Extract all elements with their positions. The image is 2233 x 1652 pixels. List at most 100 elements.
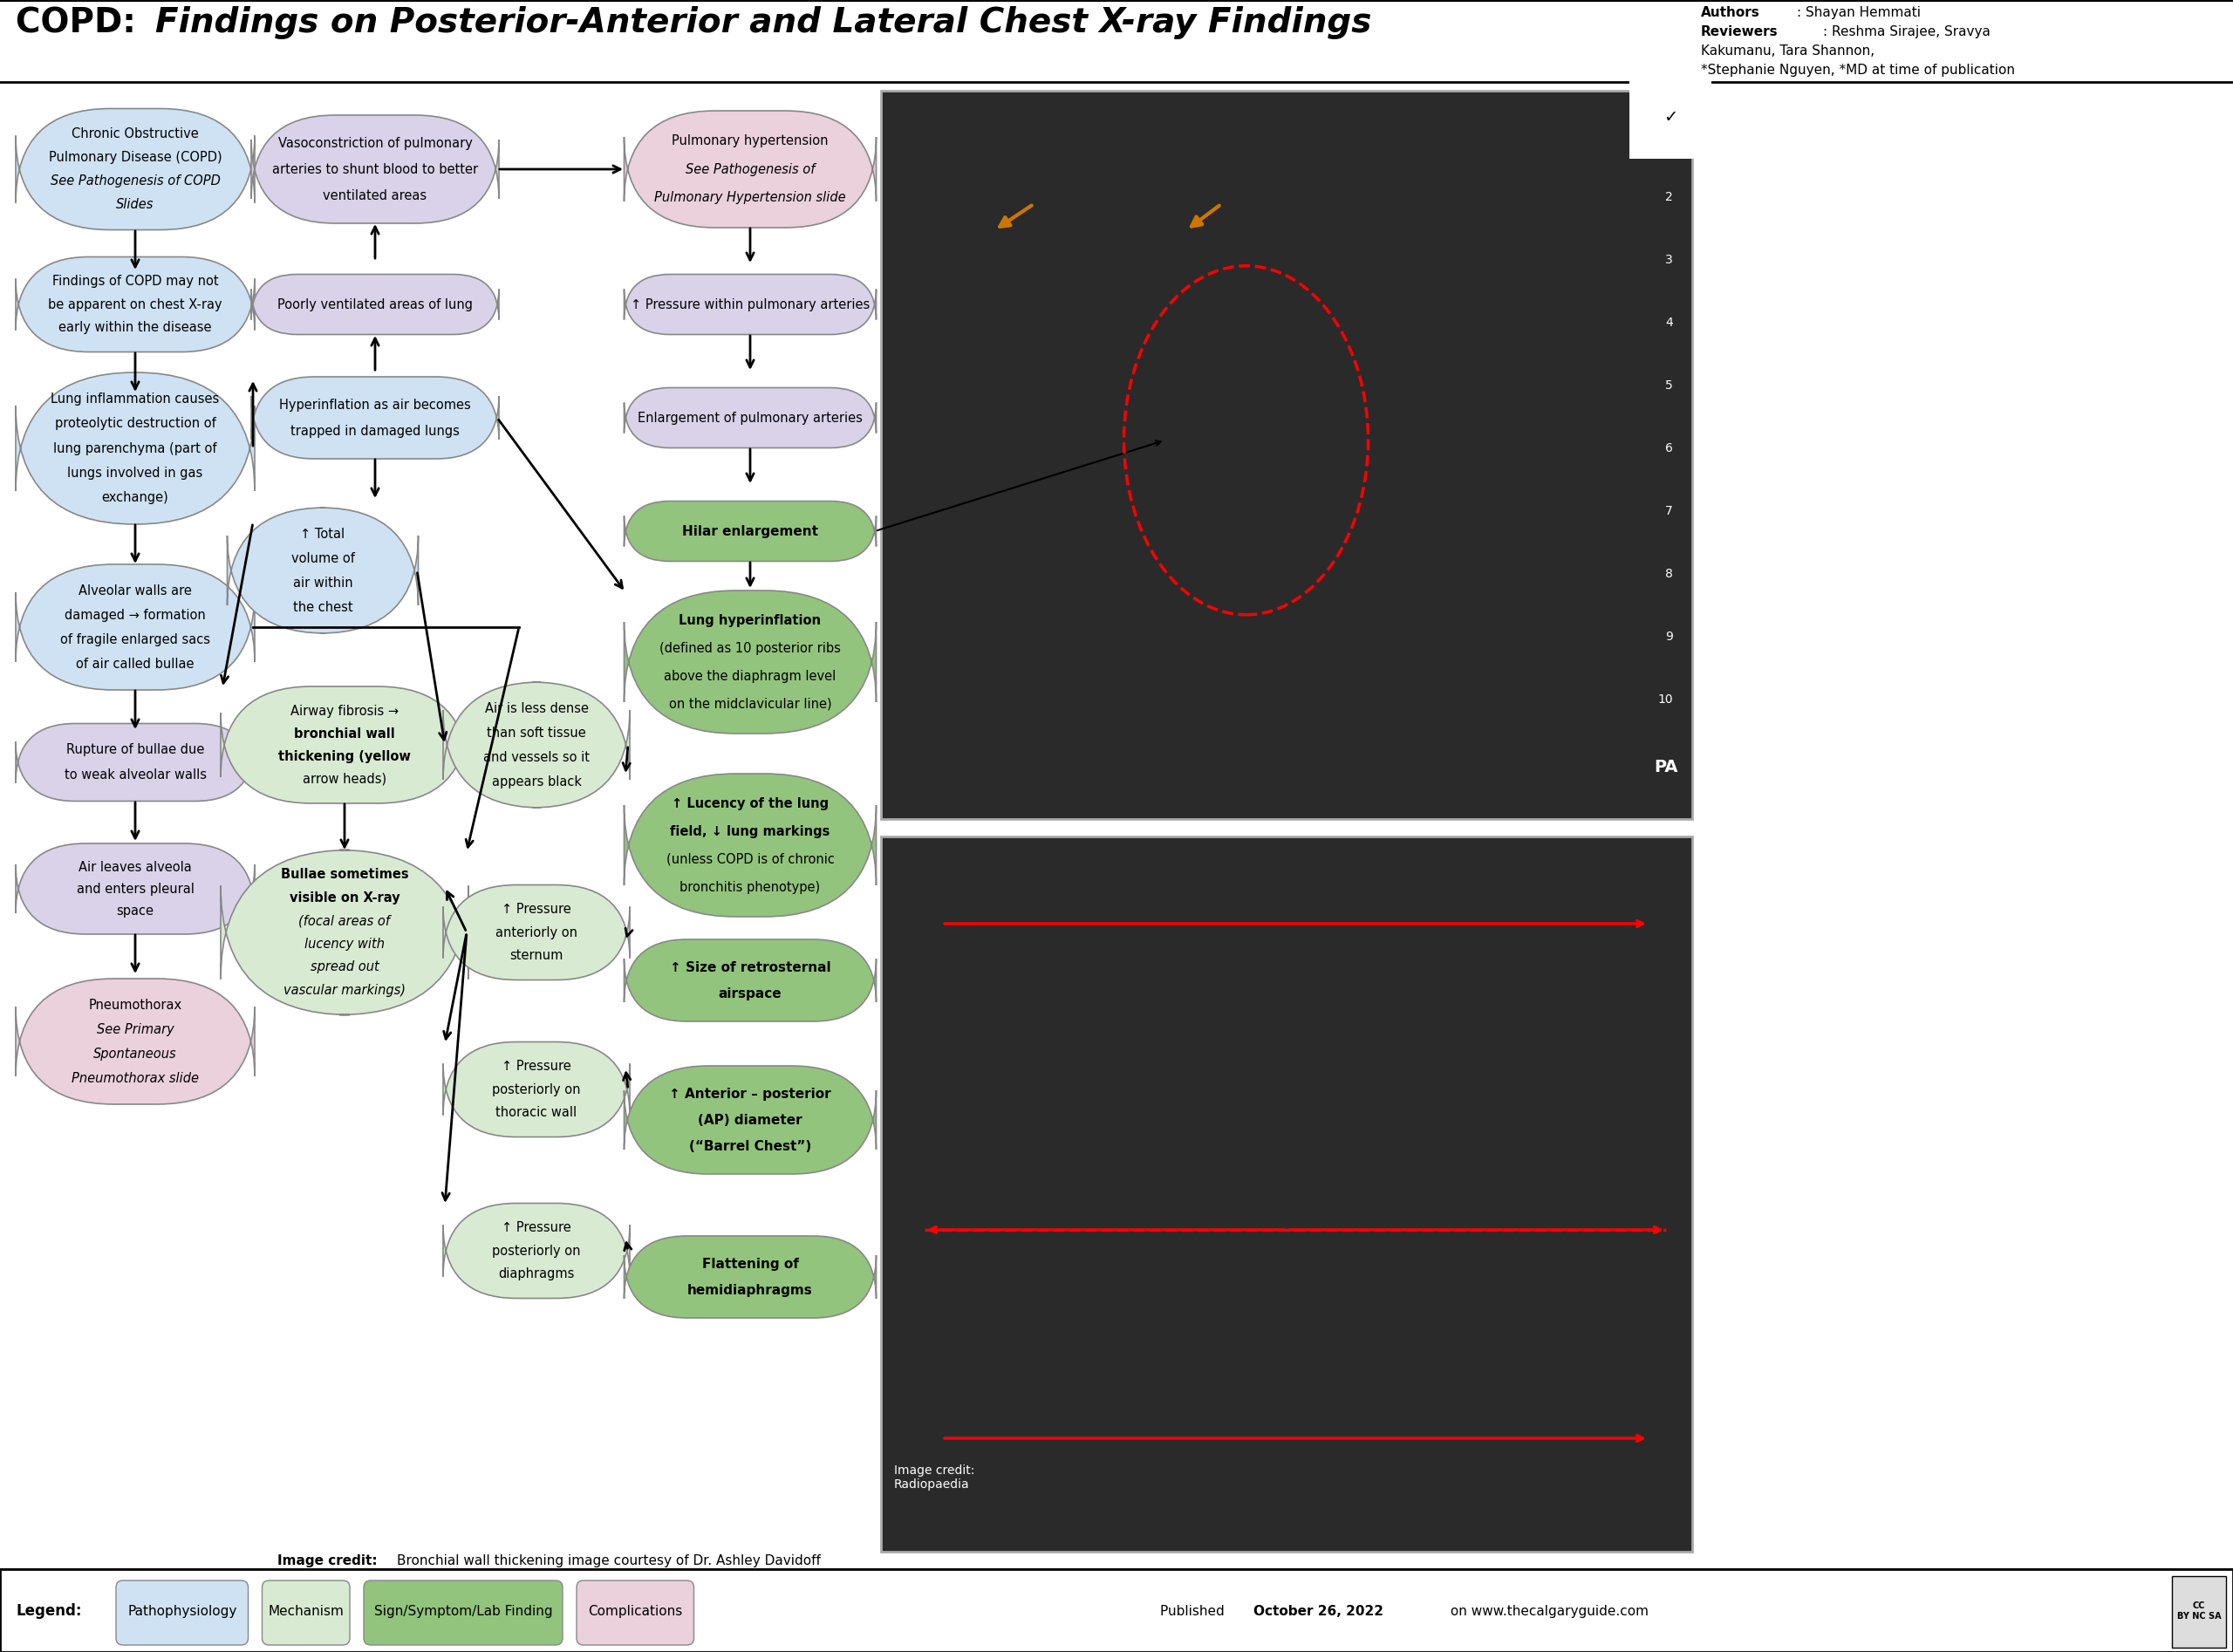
- Text: : Shayan Hemmati: : Shayan Hemmati: [1798, 5, 1920, 18]
- Text: thoracic wall: thoracic wall: [496, 1105, 576, 1118]
- Text: Poorly ventilated areas of lung: Poorly ventilated areas of lung: [277, 297, 473, 311]
- Text: hemidiaphragms: hemidiaphragms: [688, 1284, 813, 1297]
- Text: Air is less dense: Air is less dense: [485, 702, 587, 715]
- FancyBboxPatch shape: [623, 1066, 875, 1175]
- Text: the chest: the chest: [293, 601, 353, 613]
- Text: exchange): exchange): [103, 491, 170, 504]
- Text: 8: 8: [1666, 568, 1673, 580]
- FancyBboxPatch shape: [364, 1581, 563, 1645]
- Text: air within: air within: [293, 577, 353, 590]
- Text: ↑ Pressure: ↑ Pressure: [502, 1221, 572, 1234]
- Text: than soft tissue: than soft tissue: [487, 727, 585, 738]
- Text: spread out: spread out: [310, 960, 380, 973]
- Text: ✓: ✓: [1664, 109, 1677, 126]
- FancyBboxPatch shape: [221, 851, 469, 1014]
- Text: Bronchial wall thickening image courtesy of Dr. Ashley Davidoff: Bronchial wall thickening image courtesy…: [397, 1555, 822, 1568]
- Text: 10: 10: [1657, 694, 1673, 705]
- FancyBboxPatch shape: [623, 773, 875, 917]
- Text: damaged → formation: damaged → formation: [65, 608, 205, 621]
- Text: early within the disease: early within the disease: [58, 320, 212, 334]
- FancyBboxPatch shape: [576, 1581, 694, 1645]
- FancyBboxPatch shape: [442, 1203, 630, 1298]
- Text: Hilar enlargement: Hilar enlargement: [681, 525, 817, 539]
- Text: lungs involved in gas: lungs involved in gas: [67, 466, 203, 479]
- Text: proteolytic destruction of: proteolytic destruction of: [54, 416, 217, 430]
- Text: lucency with: lucency with: [304, 937, 384, 950]
- Text: Air leaves alveola: Air leaves alveola: [78, 861, 192, 874]
- Text: arrow heads): arrow heads): [304, 773, 386, 785]
- Text: ↑ Size of retrosternal: ↑ Size of retrosternal: [670, 961, 831, 973]
- Text: Pulmonary Disease (COPD): Pulmonary Disease (COPD): [49, 150, 221, 164]
- Text: (“Barrel Chest”): (“Barrel Chest”): [690, 1140, 811, 1153]
- Text: Airway fibrosis →: Airway fibrosis →: [290, 704, 400, 717]
- Text: Enlargement of pulmonary arteries: Enlargement of pulmonary arteries: [639, 411, 862, 425]
- Text: Rupture of bullae due: Rupture of bullae due: [67, 743, 203, 757]
- FancyBboxPatch shape: [16, 109, 255, 230]
- Text: bronchitis phenotype): bronchitis phenotype): [679, 881, 820, 894]
- Text: See Primary: See Primary: [96, 1023, 174, 1036]
- Text: posteriorly on: posteriorly on: [491, 1082, 581, 1095]
- FancyBboxPatch shape: [623, 388, 875, 448]
- FancyBboxPatch shape: [16, 978, 255, 1104]
- Text: See Pathogenesis of COPD: See Pathogenesis of COPD: [49, 175, 221, 188]
- Text: of air called bullae: of air called bullae: [76, 657, 194, 671]
- Text: 6: 6: [1666, 443, 1673, 454]
- Text: to weak alveolar walls: to weak alveolar walls: [65, 768, 205, 781]
- Text: airspace: airspace: [719, 986, 782, 999]
- Text: Sign/Symptom/Lab Finding: Sign/Symptom/Lab Finding: [373, 1604, 552, 1617]
- Text: *Stephanie Nguyen, *MD at time of publication: *Stephanie Nguyen, *MD at time of public…: [1702, 63, 2014, 76]
- FancyBboxPatch shape: [228, 507, 418, 633]
- Text: Bullae sometimes: Bullae sometimes: [281, 869, 409, 881]
- Text: ↑ Anterior – posterior: ↑ Anterior – posterior: [670, 1087, 831, 1100]
- Text: Image credit:
Radiopaedia: Image credit: Radiopaedia: [893, 1464, 974, 1490]
- Text: volume of: volume of: [290, 552, 355, 565]
- Text: on www.thecalgaryguide.com: on www.thecalgaryguide.com: [1447, 1604, 1648, 1617]
- Text: 3: 3: [1666, 254, 1673, 266]
- Text: Pathophysiology: Pathophysiology: [127, 1604, 237, 1617]
- Text: (defined as 10 posterior ribs: (defined as 10 posterior ribs: [659, 641, 842, 654]
- FancyBboxPatch shape: [16, 724, 255, 801]
- Text: 1: 1: [1666, 129, 1673, 140]
- Text: Lung hyperinflation: Lung hyperinflation: [679, 613, 822, 626]
- Text: PA: PA: [1655, 758, 1677, 775]
- FancyBboxPatch shape: [623, 501, 875, 562]
- Text: diaphragms: diaphragms: [498, 1267, 574, 1280]
- Text: Authors: Authors: [1702, 5, 1760, 18]
- Text: Chronic Obstructive: Chronic Obstructive: [71, 127, 199, 140]
- FancyBboxPatch shape: [16, 256, 255, 352]
- Text: ventilated areas: ventilated areas: [324, 188, 427, 202]
- Bar: [2173, 1576, 2226, 1647]
- Text: and enters pleural: and enters pleural: [76, 882, 194, 895]
- Text: Vasoconstriction of pulmonary: Vasoconstriction of pulmonary: [277, 137, 471, 150]
- Text: Findings on Posterior-Anterior and Lateral Chest X-ray Findings: Findings on Posterior-Anterior and Later…: [156, 7, 1371, 40]
- Text: Pneumothorax: Pneumothorax: [89, 998, 181, 1011]
- Text: Pulmonary hypertension: Pulmonary hypertension: [672, 134, 828, 147]
- FancyBboxPatch shape: [261, 1581, 351, 1645]
- FancyBboxPatch shape: [250, 116, 498, 223]
- Text: Reviewers: Reviewers: [1702, 25, 1777, 38]
- Text: sternum: sternum: [509, 948, 563, 961]
- Text: Published: Published: [1161, 1604, 1228, 1617]
- Text: Pulmonary Hypertension slide: Pulmonary Hypertension slide: [654, 192, 846, 205]
- FancyBboxPatch shape: [116, 1581, 248, 1645]
- FancyBboxPatch shape: [442, 1042, 630, 1137]
- FancyBboxPatch shape: [221, 687, 469, 803]
- Text: ↑ Total: ↑ Total: [301, 527, 346, 540]
- Text: 7: 7: [1666, 506, 1673, 517]
- FancyBboxPatch shape: [442, 682, 630, 808]
- FancyBboxPatch shape: [623, 1236, 875, 1318]
- Text: Flattening of: Flattening of: [701, 1257, 799, 1270]
- Text: ↑ Lucency of the lung: ↑ Lucency of the lung: [672, 796, 828, 809]
- Text: COPD:: COPD:: [16, 7, 147, 40]
- FancyBboxPatch shape: [623, 940, 875, 1021]
- FancyBboxPatch shape: [623, 590, 875, 733]
- Text: Mechanism: Mechanism: [268, 1604, 344, 1617]
- Text: space: space: [116, 904, 154, 917]
- Text: (AP) diameter: (AP) diameter: [699, 1113, 802, 1127]
- Text: 5: 5: [1666, 380, 1673, 392]
- Text: October 26, 2022: October 26, 2022: [1253, 1604, 1384, 1617]
- Text: bronchial wall: bronchial wall: [295, 727, 395, 740]
- Text: Image credit:: Image credit:: [277, 1555, 377, 1568]
- Text: on the midclavicular line): on the midclavicular line): [668, 697, 831, 710]
- FancyBboxPatch shape: [16, 565, 255, 691]
